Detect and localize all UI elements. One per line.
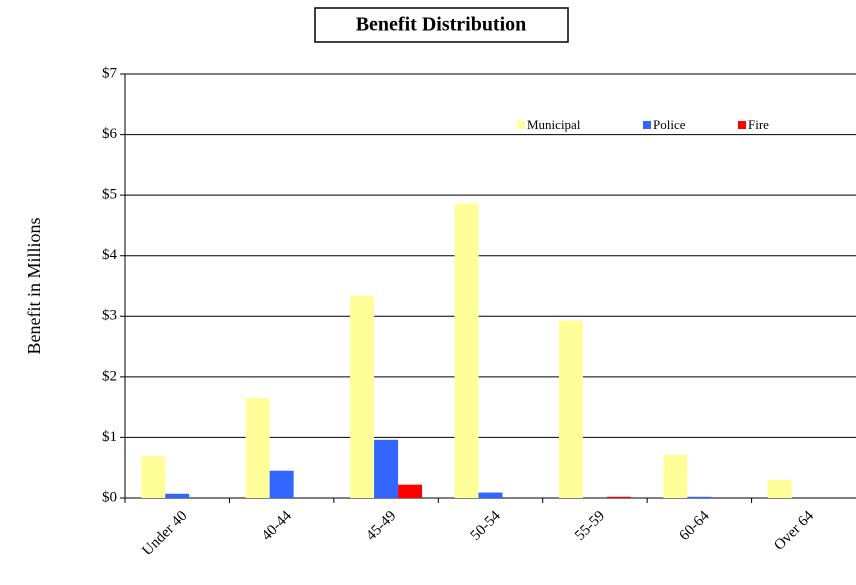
y-tick-label: $7	[102, 65, 118, 81]
y-tick-label: $5	[102, 187, 117, 203]
x-tick-label: 45-49	[363, 508, 399, 544]
bar	[350, 295, 375, 498]
y-tick-label: $2	[102, 368, 117, 384]
bar	[398, 484, 423, 498]
x-tick-label: 60-64	[677, 508, 713, 544]
y-tick-label: $0	[102, 489, 117, 505]
bar	[454, 203, 479, 498]
legend-label: Police	[653, 117, 686, 132]
x-tick-label: 50-54	[468, 508, 504, 544]
y-axis-label: Benefit in Millions	[24, 218, 44, 355]
y-tick-label: $4	[102, 247, 118, 263]
y-tick-label: $1	[102, 429, 117, 445]
bar	[374, 439, 399, 498]
legend-label: Fire	[748, 117, 769, 132]
legend-label: Municipal	[527, 117, 581, 132]
x-tick-label: Under 40	[139, 508, 190, 559]
chart-title: Benefit Distribution	[356, 14, 527, 36]
title-box	[314, 7, 569, 43]
x-tick-label: 40-44	[259, 508, 295, 544]
bar	[558, 320, 583, 498]
bar	[269, 470, 294, 498]
legend-swatch	[517, 121, 525, 129]
bar	[478, 492, 503, 498]
y-tick-label: $3	[102, 308, 117, 324]
x-tick-label: 55-59	[572, 508, 608, 544]
bar	[663, 454, 688, 498]
bar	[687, 496, 712, 498]
bar	[141, 456, 166, 498]
x-tick-label: Over 64	[771, 508, 817, 554]
bar	[245, 398, 270, 498]
bar	[165, 493, 190, 498]
bar	[606, 496, 631, 498]
legend-swatch	[738, 121, 746, 129]
legend-swatch	[643, 121, 651, 129]
y-tick-label: $6	[102, 126, 118, 142]
bar	[767, 479, 792, 498]
